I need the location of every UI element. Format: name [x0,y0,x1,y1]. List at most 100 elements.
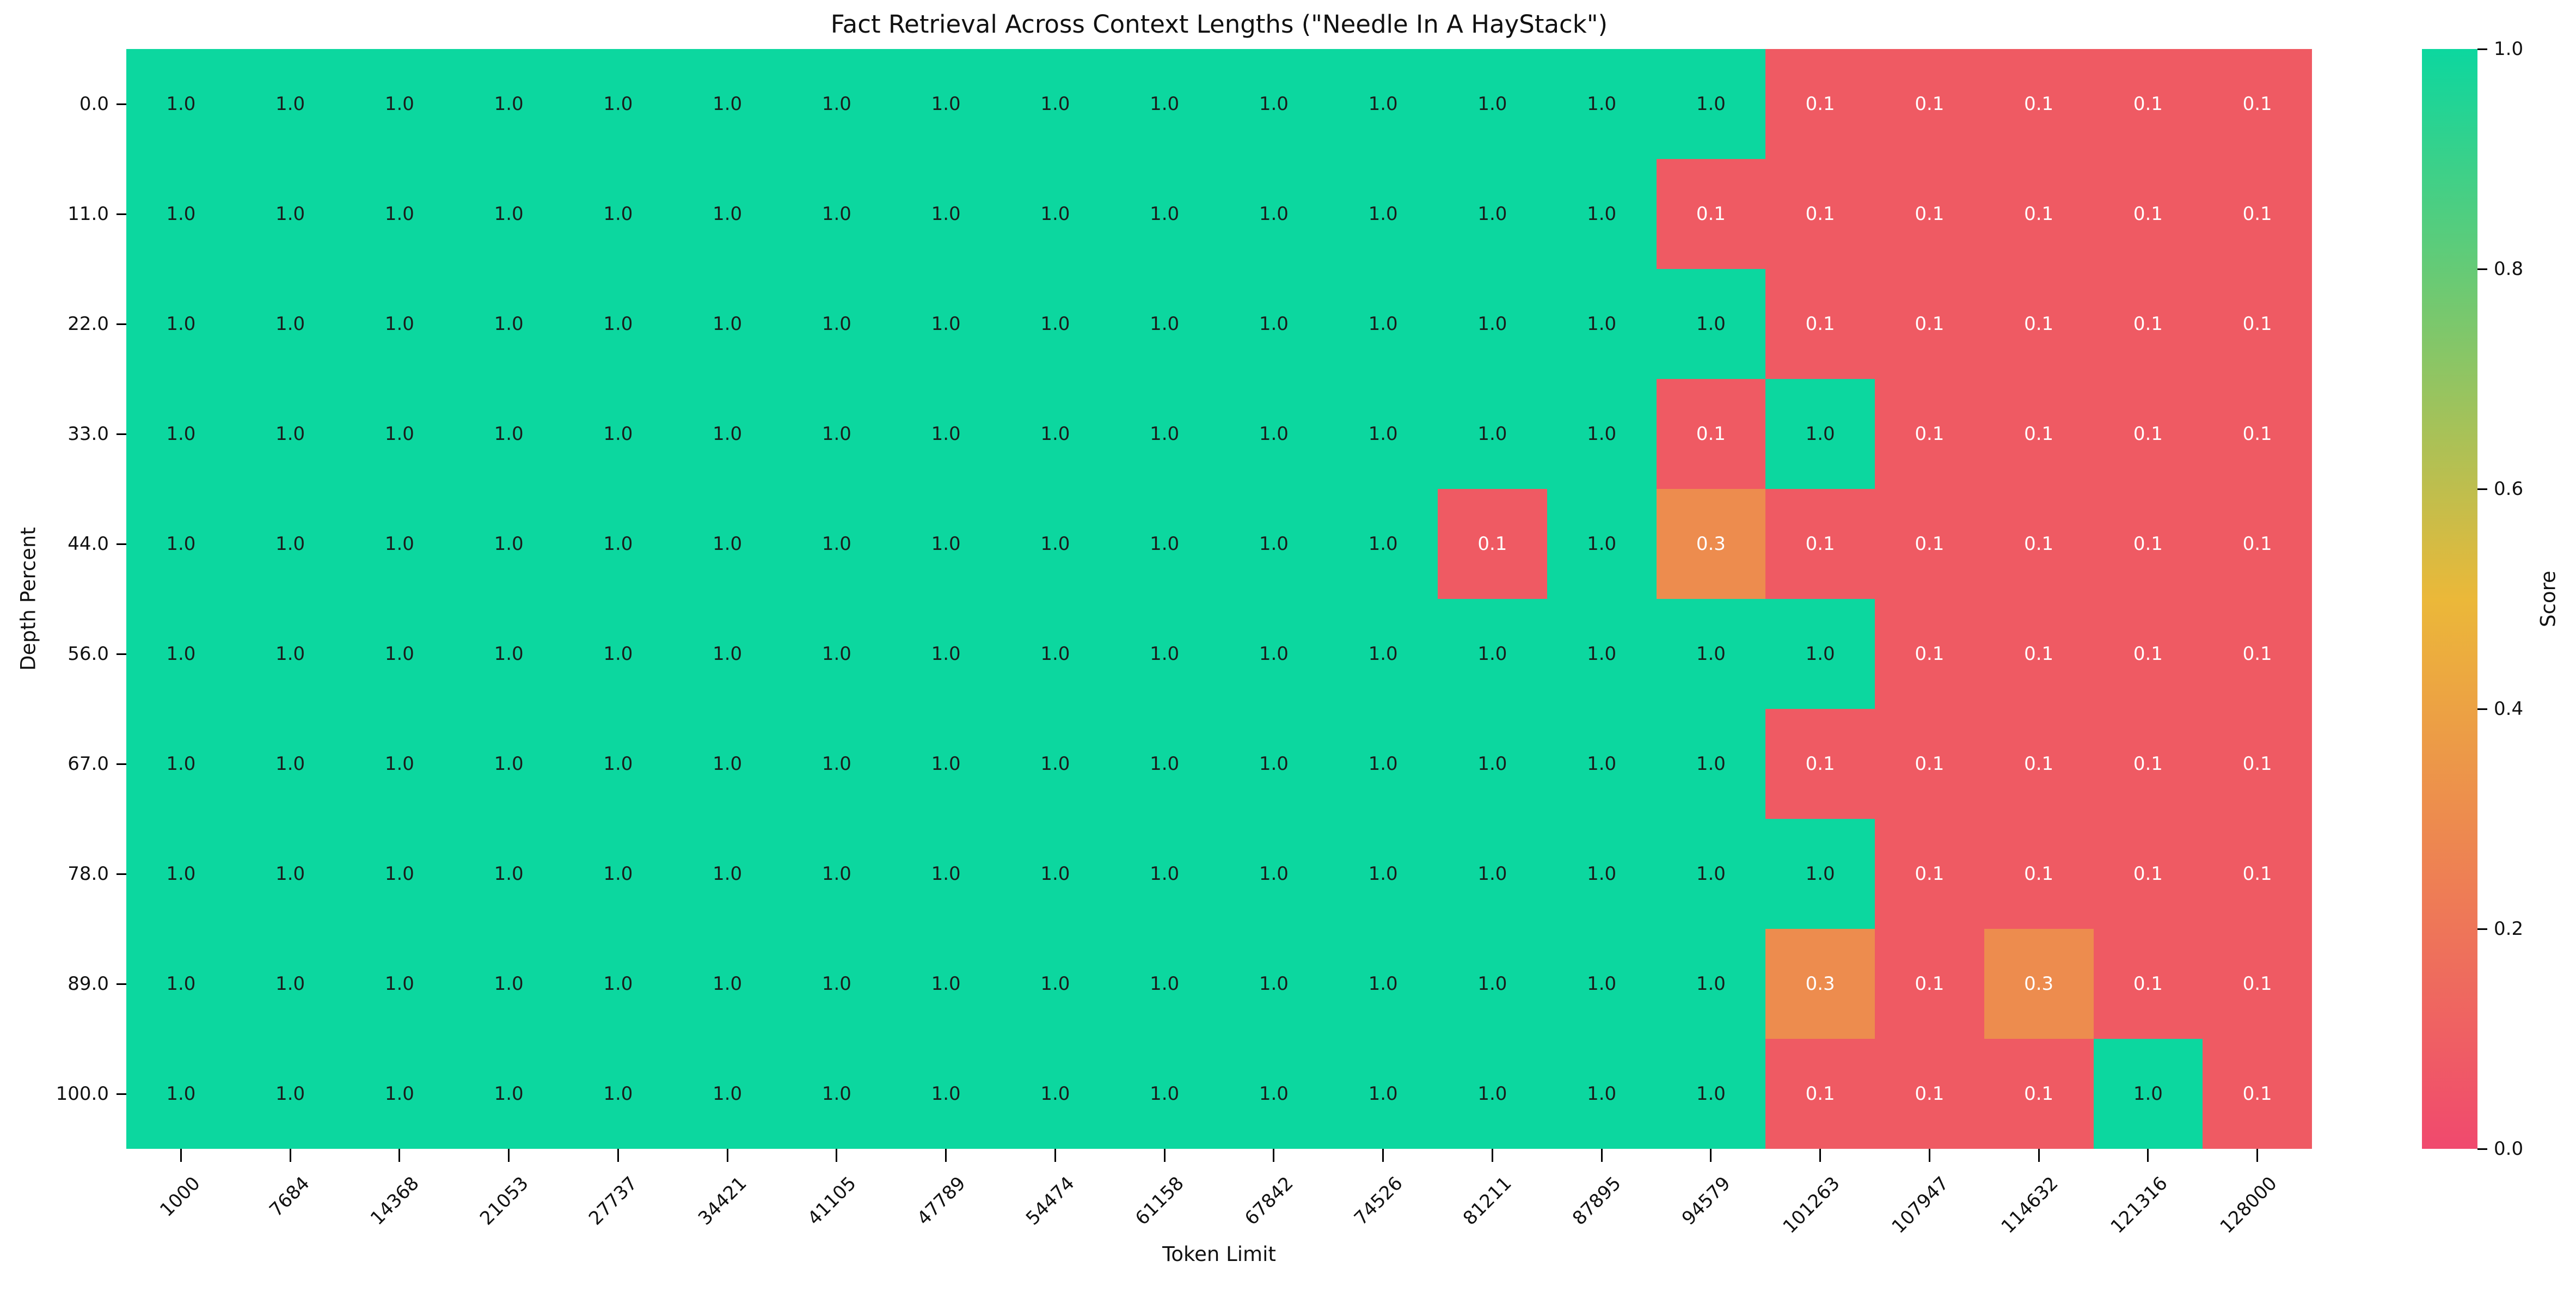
heatmap-cell: 1.0 [126,159,236,269]
cell-value: 0.1 [1915,203,1945,225]
x-tick [1819,1149,1821,1162]
cell-value: 1.0 [1368,753,1398,775]
heatmap-cell: 1.0 [891,49,1001,159]
cell-value: 1.0 [931,643,961,665]
cell-value: 1.0 [166,93,196,115]
heatmap-cell: 0.1 [1765,269,1875,379]
heatmap-cell: 0.1 [1438,489,1547,599]
heatmap-cell: 0.1 [1875,1039,1984,1149]
heatmap-cell: 0.1 [2093,819,2203,929]
heatmap-cell: 1.0 [1001,269,1110,379]
cell-value: 0.1 [2242,203,2272,225]
colorbar-tick-label: 0.4 [2494,698,2524,720]
heatmap-cell: 1.0 [1109,49,1219,159]
cell-value: 1.0 [603,1083,633,1105]
heatmap-cell: 0.3 [1984,929,2094,1039]
cell-value: 1.0 [931,423,961,445]
cell-value: 1.0 [1368,313,1398,335]
heatmap-cell: 0.1 [2093,49,2203,159]
cell-value: 0.1 [1805,313,1835,335]
heatmap-cell: 1.0 [1328,929,1438,1039]
cell-value: 1.0 [384,93,414,115]
heatmap-cell: 0.1 [1875,599,1984,709]
cell-value: 1.0 [1150,423,1180,445]
heatmap-cell: 1.0 [345,819,455,929]
heatmap-cell: 1.0 [563,489,673,599]
x-tick [617,1149,619,1162]
cell-value: 1.0 [1040,863,1070,885]
cell-value: 1.0 [275,643,305,665]
heatmap-cell: 1.0 [1109,489,1219,599]
heatmap-cell: 1.0 [235,269,345,379]
cell-value: 1.0 [1040,313,1070,335]
heatmap-cell: 1.0 [1001,1039,1110,1149]
cell-value: 0.1 [2024,753,2054,775]
heatmap-cell: 0.1 [2093,379,2203,489]
heatmap-cell: 1.0 [672,929,782,1039]
heatmap-cell: 1.0 [1438,819,1547,929]
heatmap-cell: 1.0 [563,379,673,489]
cell-value: 1.0 [931,313,961,335]
heatmap-cell: 1.0 [1438,709,1547,819]
heatmap-cell: 1.0 [1438,159,1547,269]
heatmap-cell: 1.0 [1765,379,1875,489]
heatmap-cell: 1.0 [1001,599,1110,709]
heatmap-cell: 1.0 [235,819,345,929]
cell-value: 1.0 [1805,423,1835,445]
heatmap-cell: 0.1 [2203,49,2312,159]
heatmap-cell: 0.1 [2203,489,2312,599]
heatmap-cell: 1.0 [454,819,563,929]
y-tick-label: 89.0 [68,973,109,995]
cell-value: 0.1 [2024,203,2054,225]
cell-value: 0.1 [1915,1083,1945,1105]
cell-value: 1.0 [1150,93,1180,115]
cell-value: 1.0 [1477,203,1507,225]
cell-value: 1.0 [384,643,414,665]
heatmap-cell: 1.0 [1438,49,1547,159]
cell-value: 1.0 [1587,1083,1617,1105]
cell-value: 0.1 [2133,533,2163,555]
cell-value: 0.1 [1696,203,1726,225]
heatmap-cell: 1.0 [1765,819,1875,929]
cell-value: 1.0 [1040,643,1070,665]
cell-value: 0.1 [1805,203,1835,225]
cell-value: 1.0 [166,863,196,885]
cell-value: 1.0 [1368,1083,1398,1105]
cell-value: 1.0 [1368,643,1398,665]
heatmap-cell: 0.1 [1875,929,1984,1039]
heatmap-cell: 1.0 [563,819,673,929]
cell-value: 1.0 [713,313,743,335]
heatmap-cell: 1.0 [1328,1039,1438,1149]
y-tick [116,213,126,215]
cell-value: 1.0 [603,313,633,335]
heatmap-cell: 1.0 [1001,49,1110,159]
cell-value: 1.0 [931,533,961,555]
cell-value: 0.1 [2024,1083,2054,1105]
x-tick [726,1149,728,1162]
cell-value: 1.0 [1587,313,1617,335]
heatmap-cell: 1.0 [235,599,345,709]
x-tick [836,1149,838,1162]
heatmap-cell: 1.0 [1219,379,1329,489]
y-tick-label: 67.0 [68,753,109,775]
heatmap-cell: 0.1 [1875,269,1984,379]
heatmap-cell: 1.0 [454,1039,563,1149]
cell-value: 1.0 [1259,423,1289,445]
heatmap-cell: 1.0 [891,599,1001,709]
colorbar-tick-label: 0.2 [2494,918,2524,940]
heatmap-cell: 1.0 [672,49,782,159]
colorbar-tick [2477,1148,2487,1150]
heatmap-cell: 1.0 [1656,1039,1766,1149]
heatmap-cell: 1.0 [672,379,782,489]
cell-value: 1.0 [1150,643,1180,665]
cell-value: 1.0 [1150,203,1180,225]
heatmap-cell: 1.0 [1109,379,1219,489]
cell-value: 1.0 [821,533,851,555]
heatmap-cell: 0.1 [1984,819,2094,929]
heatmap-cell: 1.0 [235,489,345,599]
heatmap-cell: 1.0 [235,49,345,159]
heatmap-cell: 0.1 [2093,929,2203,1039]
cell-value: 1.0 [713,1083,743,1105]
chart-title: Fact Retrieval Across Context Lengths ("… [830,10,1608,39]
cell-value: 1.0 [1696,1083,1726,1105]
